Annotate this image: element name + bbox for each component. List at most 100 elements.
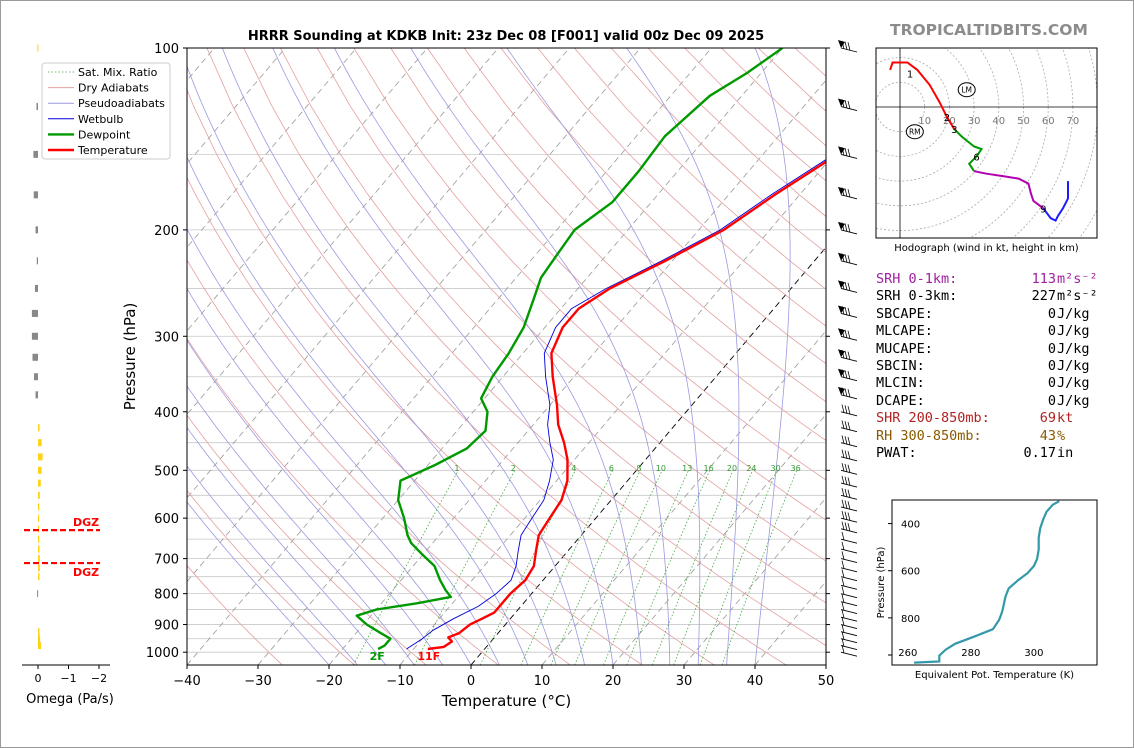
wind-barb-staff [840, 601, 858, 607]
isotherm-line [187, 48, 428, 332]
skewt-plot-area [187, 48, 826, 665]
wind-barb-flag [844, 388, 848, 397]
wind-barb-staff [840, 313, 858, 318]
wind-barb-flag [847, 42, 851, 51]
stat-srh01: SRH 0-1km: 113 m²s⁻² [876, 271, 1098, 287]
wind-barb-staff [840, 538, 858, 544]
wind-barb-flag [844, 500, 848, 509]
wind-barb-staff [840, 287, 858, 293]
mixing-ratio-label: 8 [636, 464, 641, 473]
wind-barb-staff [840, 567, 858, 573]
wind-barb-flag [847, 421, 851, 431]
hodo-ring-label: 60 [1042, 116, 1055, 127]
theta-y-tick-label: 800 [901, 614, 920, 625]
hodo-ring-label: 40 [992, 116, 1005, 127]
hodo-height-label: 1 [907, 69, 913, 80]
hodo-trace [953, 128, 984, 172]
omega-bar [38, 453, 43, 461]
omega-bar [38, 564, 40, 572]
wind-barb-flag [847, 451, 851, 460]
mixing-ratio-line [574, 470, 663, 665]
hodo-marker-label: RM [909, 128, 921, 137]
stat-mlcape: MLCAPE: 0 J/kg [876, 323, 1090, 340]
mixing-ratio-line [699, 470, 778, 665]
dry-adiabat [187, 337, 499, 665]
wind-barb-flag [841, 624, 845, 633]
wind-barb-flag [847, 282, 851, 291]
stat-sbcin: SBCIN: 0 J/kg [876, 357, 1090, 374]
omega-bar [38, 514, 39, 522]
dry-adiabat [187, 489, 355, 665]
stat-mucape: MUCAPE: 0 J/kg [876, 340, 1090, 357]
mixing-ratio-line [673, 470, 753, 665]
moist-adiabat [187, 426, 387, 665]
wind-barb-pennant [838, 146, 845, 155]
x-tick-label: 30 [676, 674, 693, 689]
wind-barb-pennant [838, 328, 845, 337]
wind-barb-flag [841, 369, 845, 378]
moist-adiabat [187, 65, 557, 665]
y-tick-label: 700 [154, 553, 179, 568]
omega-bar [36, 103, 38, 111]
dry-adiabat [187, 414, 427, 665]
wind-barb-staff [840, 153, 858, 159]
hodo-ring-label: 30 [968, 116, 981, 127]
wind-barb-flag [844, 488, 848, 498]
moist-adiabat [187, 156, 529, 665]
wind-barb-flag [841, 435, 845, 444]
x-tick-label: −10 [386, 674, 413, 689]
omega-bar [34, 284, 38, 292]
mixing-ratio-label: 20 [727, 464, 737, 473]
dry-adiabat [206, 48, 787, 665]
moist-adiabat [187, 385, 415, 665]
omega-bar [38, 525, 39, 533]
hodo-height-label: 2 [944, 113, 950, 124]
wind-barb-pennant [838, 386, 845, 395]
wind-barb-staff [840, 584, 858, 590]
mixing-ratio-line [721, 470, 798, 665]
wind-barb-flag [847, 489, 851, 498]
wind-barb-pennant [838, 98, 845, 107]
isotherm-line [612, 413, 826, 665]
omega-bar [36, 257, 38, 265]
wind-barb-pennant [838, 305, 845, 314]
wind-barb-flag [841, 560, 845, 569]
wind-barb-staff [840, 335, 858, 341]
wind-barb-flag [841, 569, 845, 578]
wind-barb-flag [841, 328, 845, 338]
omega-bar [31, 309, 38, 317]
mixing-ratio-line [550, 470, 641, 665]
mixing-ratio-label: 30 [771, 464, 781, 473]
wind-barb-flag [841, 499, 845, 508]
hodo-trace [1042, 181, 1069, 222]
wind-barb-staff [840, 609, 858, 614]
theta-y-tick-label: 400 [901, 520, 920, 531]
omega-bar [38, 503, 40, 511]
wind-barb-staff [840, 469, 858, 475]
legend-label: Sat. Mix. Ratio [78, 66, 158, 79]
moist-adiabat [506, 48, 701, 665]
dry-adiabat [316, 48, 826, 562]
wind-barb-flag [841, 644, 845, 654]
omega-bar [37, 590, 39, 598]
theta-x-tick-label: 280 [961, 648, 980, 659]
wind-barb-flag [841, 99, 845, 108]
wind-barb-flag [844, 188, 848, 197]
wind-barb-staff [840, 616, 858, 622]
wind-barb-flag [844, 100, 848, 109]
wind-barb-flag [847, 501, 851, 510]
wind-barb-flag [841, 551, 845, 560]
wind-barb-staff [840, 376, 858, 382]
moist-adiabat [334, 48, 642, 665]
moist-adiabat [754, 48, 791, 665]
wind-barb-flag [847, 255, 851, 264]
wind-barb-flag [844, 281, 848, 291]
wind-barb-flag [841, 617, 845, 626]
wind-barb-flag [844, 476, 848, 485]
wind-barb-flag [841, 578, 845, 587]
legend-label: Pseudoadiabats [78, 97, 165, 110]
isotherm-line [187, 48, 499, 416]
x-tick-label: −30 [244, 674, 271, 689]
omega-bar [34, 373, 38, 381]
